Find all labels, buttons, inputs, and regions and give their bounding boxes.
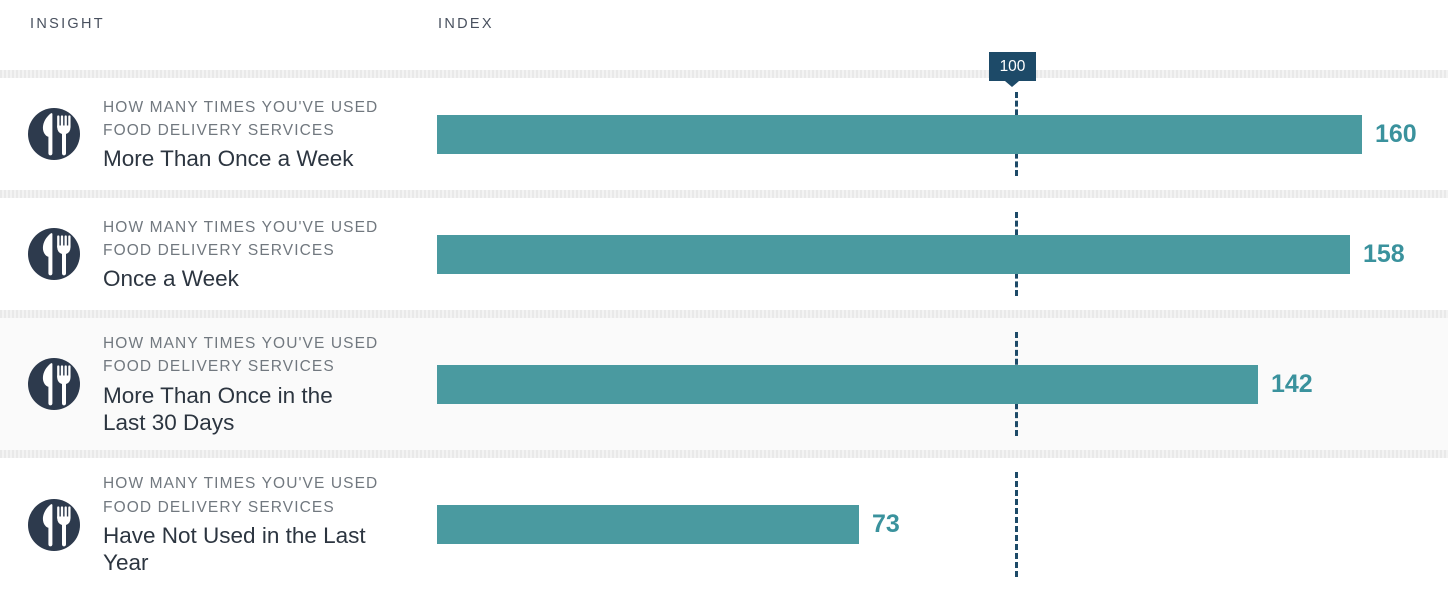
index-bar	[437, 234, 1350, 274]
index-bar	[437, 364, 1258, 404]
insight-row: HOW MANY TIMES YOU'VE USED FOOD DELIVERY…	[0, 198, 1448, 310]
insight-text-block: HOW MANY TIMES YOU'VE USED FOOD DELIVERY…	[103, 332, 437, 436]
insight-row: HOW MANY TIMES YOU'VE USED FOOD DELIVERY…	[0, 318, 1448, 451]
bar-area: 158	[437, 212, 1448, 296]
index-value: 158	[1363, 239, 1405, 268]
insight-text-block: HOW MANY TIMES YOU'VE USED FOOD DELIVERY…	[103, 96, 437, 173]
bar-area: 160	[437, 92, 1448, 176]
index-value: 73	[872, 510, 900, 539]
answer-label: Have Not Used in the Last Year	[103, 522, 366, 576]
rows-container: HOW MANY TIMES YOU'VE USED FOOD DELIVERY…	[0, 78, 1448, 591]
fork-and-knife-icon	[28, 498, 80, 551]
index-value: 142	[1271, 369, 1313, 398]
chart-header: INSIGHT INDEX	[0, 0, 1448, 70]
fork-and-knife-icon	[28, 108, 80, 160]
row-divider	[0, 310, 1448, 318]
reference-line-100	[1015, 472, 1018, 577]
insight-text-block: HOW MANY TIMES YOU'VE USED FOOD DELIVERY…	[103, 472, 437, 576]
answer-label: More Than Once a Week	[103, 146, 354, 172]
column-header-index: INDEX	[438, 16, 494, 32]
bar-area: 142	[437, 332, 1448, 437]
insight-row: HOW MANY TIMES YOU'VE USED FOOD DELIVERY…	[0, 458, 1448, 591]
index-bar	[437, 114, 1362, 154]
question-category-label: HOW MANY TIMES YOU'VE USED FOOD DELIVERY…	[103, 218, 379, 259]
header-divider	[0, 70, 1448, 78]
index-value: 160	[1375, 119, 1417, 148]
reference-line-pointer-icon	[1005, 81, 1019, 87]
question-category-label: HOW MANY TIMES YOU'VE USED FOOD DELIVERY…	[103, 98, 379, 139]
insight-text-block: HOW MANY TIMES YOU'VE USED FOOD DELIVERY…	[103, 216, 437, 293]
question-category-label: HOW MANY TIMES YOU'VE USED FOOD DELIVERY…	[103, 335, 379, 376]
fork-and-knife-icon	[28, 228, 80, 280]
row-divider	[0, 190, 1448, 198]
column-header-insight: INSIGHT	[30, 16, 105, 32]
row-divider	[0, 450, 1448, 459]
question-category-label: HOW MANY TIMES YOU'VE USED FOOD DELIVERY…	[103, 475, 379, 516]
answer-label: More Than Once in the Last 30 Days	[103, 382, 333, 435]
fork-and-knife-icon	[28, 358, 80, 411]
index-bar	[437, 505, 859, 545]
bar-area: 73	[437, 472, 1448, 577]
answer-label: Once a Week	[103, 266, 239, 292]
reference-line-badge: 100	[989, 52, 1036, 81]
insight-row: HOW MANY TIMES YOU'VE USED FOOD DELIVERY…	[0, 78, 1448, 190]
